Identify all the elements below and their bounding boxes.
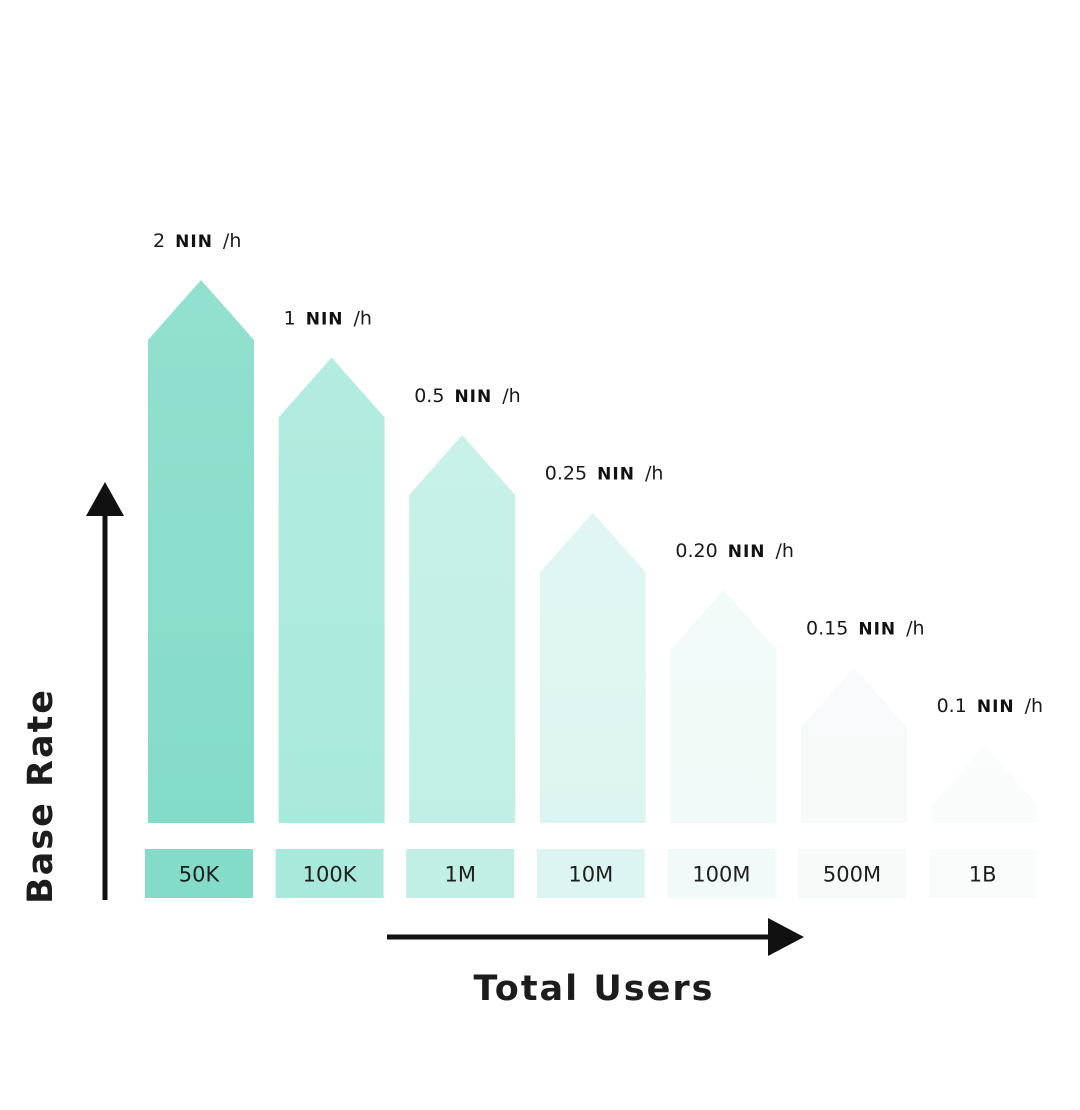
y-axis-arrowhead <box>86 482 124 516</box>
category-label-50k: 50K <box>179 863 221 887</box>
bar-1m <box>409 435 516 823</box>
value-label-100m: 0.20 NIN/h <box>675 540 794 562</box>
category-box-100m <box>667 849 776 898</box>
category-label-10m: 10M <box>568 863 613 887</box>
category-label-1b: 1B <box>969 863 997 887</box>
category-box-100k <box>275 849 384 898</box>
value-label-500m: 0.15 NIN/h <box>806 618 925 640</box>
value-label-10m: 0.25 NIN/h <box>545 463 664 485</box>
value-label-50k: 2 NIN/h <box>153 230 241 252</box>
bar-10m <box>539 512 646 823</box>
x-axis-arrowhead <box>768 918 804 956</box>
category-box-500m <box>798 849 906 898</box>
bar-1b <box>931 745 1038 823</box>
value-labels-layer: 2 NIN/h 1 NIN/h 0.5 NIN/h 0.25 NIN/h 0.20 NI… <box>153 230 1043 717</box>
x-axis-title: Total Users <box>474 969 715 1009</box>
value-label-100k: 1 NIN/h <box>284 308 372 330</box>
bars-layer <box>148 280 1038 823</box>
bar-50k <box>148 280 254 823</box>
bar-500m <box>801 667 907 823</box>
category-label-100k: 100K <box>303 863 358 887</box>
category-label-500m: 500M <box>823 863 881 887</box>
category-label-100m: 100M <box>692 863 750 887</box>
category-box-10m <box>536 849 645 898</box>
category-label-1m: 1M <box>444 863 475 887</box>
bar-100m <box>670 590 777 823</box>
value-label-1m: 0.5 NIN/h <box>414 385 521 407</box>
category-box-1b <box>928 849 1037 898</box>
category-box-50k <box>145 849 253 898</box>
y-axis-title: Base Rate <box>21 688 61 904</box>
category-labels-layer: 50K 100K 1M 10M 100M 500M 1B <box>145 849 1037 898</box>
category-box-1m <box>406 849 515 898</box>
value-label-1b: 0.1 NIN/h <box>937 695 1044 717</box>
bar-100k <box>278 357 385 823</box>
